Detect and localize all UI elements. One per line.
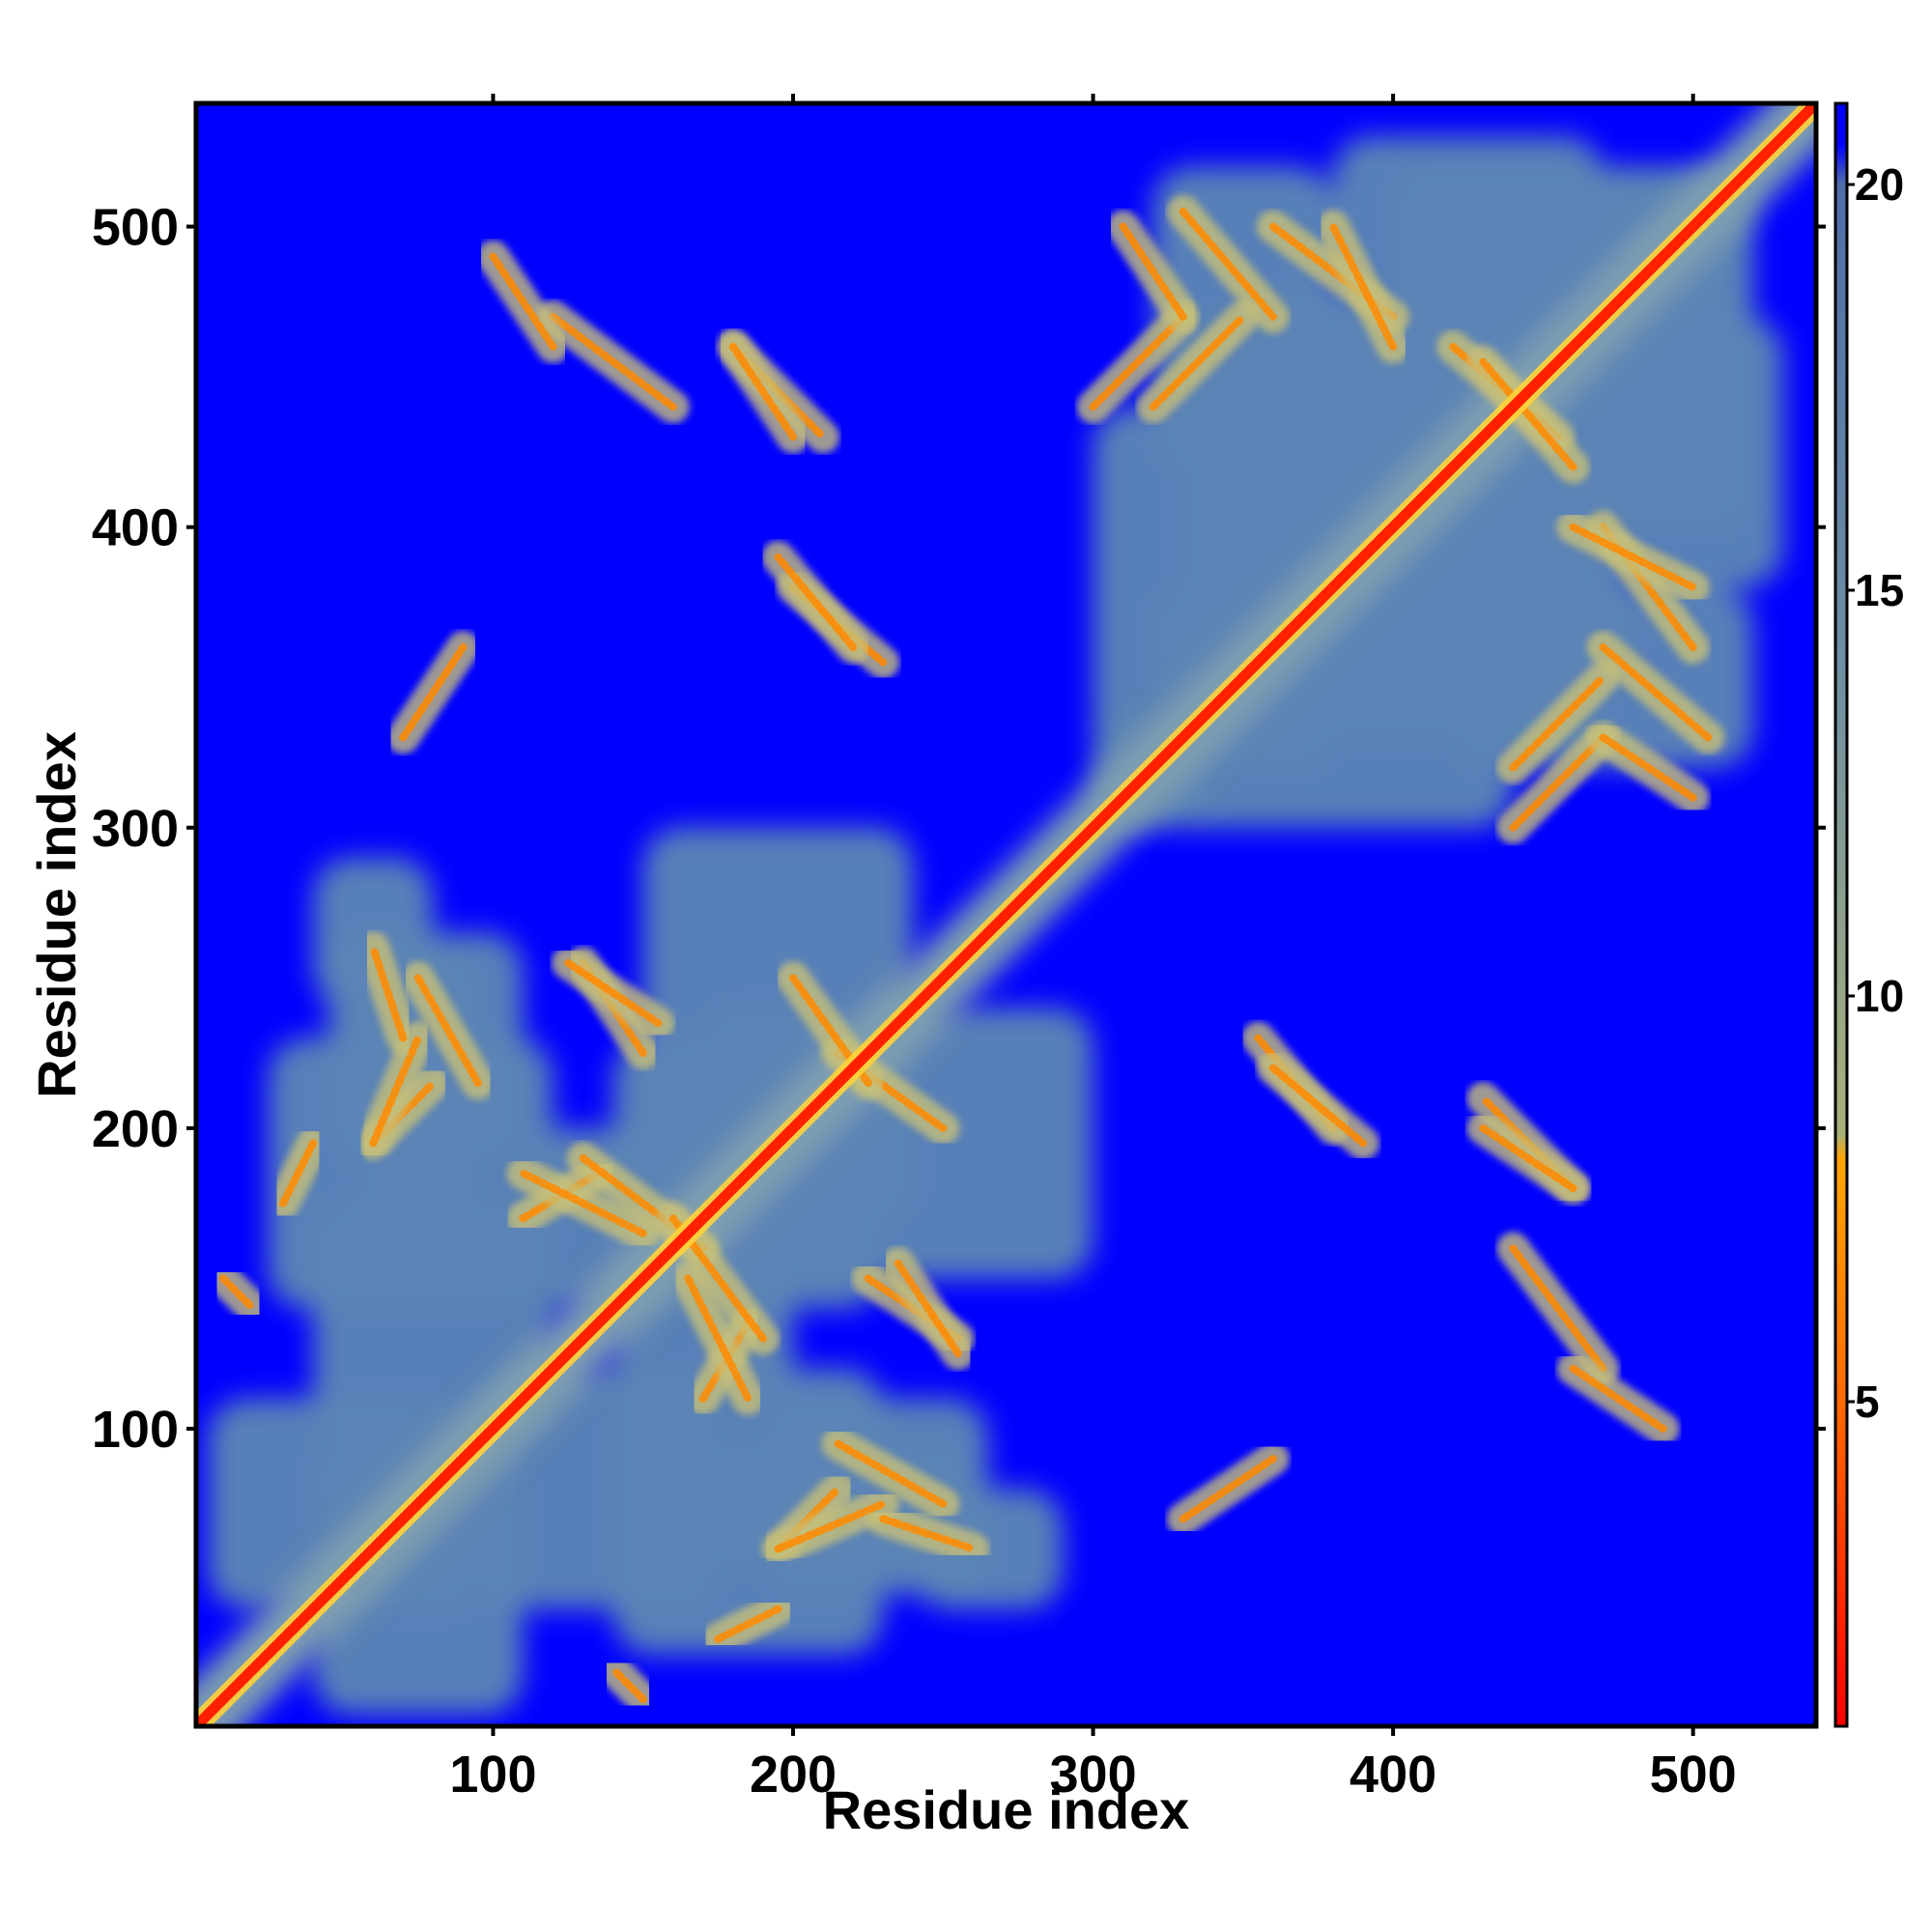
contact-streaks	[206, 195, 1725, 1716]
contact-streak-20	[1509, 733, 1607, 832]
contact-streak-25-mirror	[399, 643, 468, 742]
y-tick-label-400: 400	[92, 499, 179, 557]
contact-streak-3	[413, 974, 482, 1088]
contact-streak-12-mirror	[1509, 1244, 1607, 1373]
colorbar-tick-label-10: 10	[1855, 971, 1904, 1021]
contact-streak-10	[564, 958, 663, 1027]
contact-streak-7-mirror	[369, 1034, 422, 1148]
contact-streak-1	[279, 1139, 318, 1208]
contact-streak-12	[549, 312, 677, 412]
contact-streak-6	[684, 1274, 753, 1403]
contact-streak-25	[1179, 1455, 1277, 1523]
contact-region-15	[1333, 136, 1604, 287]
x-tick-label-100: 100	[449, 1746, 536, 1804]
contact-streak-15	[1179, 208, 1277, 321]
x-tick-label-200: 200	[750, 1746, 837, 1804]
axes: 100 200 300 400 500 100 200 300 400 500	[92, 94, 1826, 1804]
colorbar: 5 10 15 20	[1833, 101, 1904, 1728]
contact-streak-6-mirror	[519, 1169, 647, 1237]
colorbar-bar	[1833, 101, 1849, 1728]
contact-streak-24-mirror	[489, 252, 557, 351]
x-tick-label-500: 500	[1650, 1746, 1737, 1804]
diagonal-line	[196, 103, 1816, 1726]
contact-streak-23-mirror	[728, 343, 798, 441]
contact-streak-1-mirror	[714, 1605, 782, 1643]
contact-streak-21	[1599, 733, 1697, 802]
contact-streak-17	[1149, 312, 1247, 412]
colorbar-tick-label-20: 20	[1855, 159, 1904, 210]
contact-streak-10-mirror	[894, 1259, 962, 1358]
contact-region-15-mirror	[1633, 316, 1783, 587]
contact-streak-21-mirror	[1119, 222, 1187, 321]
contact-streak-22-mirror	[774, 553, 858, 652]
y-tick-label-100: 100	[92, 1401, 179, 1459]
contact-streak-15-mirror	[1599, 643, 1713, 742]
contact-streak-17-mirror	[1509, 673, 1607, 772]
contact-streak-0-mirror	[609, 1664, 647, 1703]
y-tick-label-200: 200	[92, 1100, 179, 1158]
contact-streak-20-mirror	[1089, 312, 1187, 412]
colorbar-tick-label-5: 5	[1855, 1377, 1880, 1427]
contact-streak-23	[1479, 1123, 1577, 1193]
contact-streak-8-mirror	[369, 944, 408, 1042]
contact-streak-24	[1569, 1364, 1667, 1433]
y-tick-label-500: 500	[92, 199, 179, 257]
y-axis-title: Residue index	[26, 731, 87, 1098]
contact-streak-3-mirror	[834, 1439, 948, 1508]
contact-streak-8	[879, 1515, 978, 1553]
x-tick-label-300: 300	[1050, 1746, 1137, 1804]
contact-streak-18-mirror	[1479, 357, 1577, 471]
contact-streak-0	[218, 1274, 258, 1313]
colorbar-tick-label-15: 15	[1855, 565, 1904, 615]
y-tick-label-300: 300	[92, 800, 179, 858]
x-tick-label-400: 400	[1350, 1746, 1436, 1804]
contact-streak-7	[774, 1499, 888, 1553]
heatmap-area	[196, 103, 1816, 1726]
plot-frame	[193, 100, 1819, 1729]
x-axis-title: Residue index	[823, 1779, 1190, 1840]
contact-streak-22	[1268, 1064, 1368, 1148]
contact-streak-19-mirror	[1329, 222, 1398, 351]
contact-streak-19	[1569, 523, 1697, 591]
